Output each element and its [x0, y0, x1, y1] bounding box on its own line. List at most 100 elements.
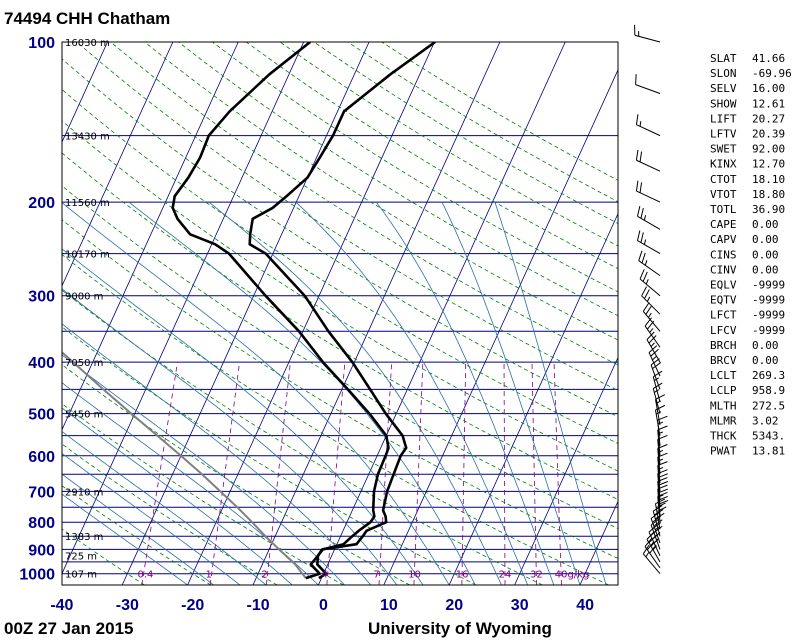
- mixing-ratio-label: 40g/kg: [555, 570, 590, 581]
- index-name: LFCT: [710, 309, 737, 322]
- wind-barb-flag: [655, 502, 666, 509]
- pressure-tick-label: 700: [28, 484, 55, 501]
- sounding-curves: [62, 42, 436, 580]
- moist-adiabat-line: [494, 201, 607, 585]
- index-name: THCK: [710, 430, 737, 443]
- index-value: 958.9: [752, 384, 785, 397]
- mixing-ratio-line: [553, 362, 562, 585]
- isotherm-line: [62, 42, 305, 575]
- wind-barb-flag: [648, 335, 657, 344]
- stability-indices: SLAT 41.66 SLON -69.96 SELV 16.00 SHOW 12.61 LIF…: [710, 52, 792, 458]
- height-label: 107 m: [65, 570, 97, 581]
- wind-barb-staff: [646, 539, 661, 563]
- wind-barb-staff: [644, 325, 661, 348]
- index-value: 41.66: [752, 52, 785, 65]
- wind-barb-flag: [642, 302, 650, 312]
- index-value: 36.90: [752, 203, 785, 216]
- index-name: MLTH: [710, 399, 737, 412]
- index-name: MLMR: [710, 414, 737, 427]
- wind-barb-staff: [644, 546, 661, 569]
- index-name: BRCV: [710, 354, 737, 367]
- moist-adiabat-line: [441, 201, 581, 585]
- index-value: 20.39: [752, 128, 785, 141]
- height-label: 7050 m: [65, 358, 103, 369]
- temperature-tick-label: 0: [319, 597, 328, 614]
- mixing-ratio-line: [265, 362, 291, 585]
- index-name: LCLP: [710, 384, 737, 397]
- wind-barb-staff: [638, 260, 661, 277]
- dry-adiabat-line: [62, 152, 618, 500]
- isotherm-line: [187, 42, 435, 585]
- mixing-ratio-label: 1: [205, 570, 211, 581]
- parcel-path-line: [62, 350, 307, 579]
- wind-barb-half-flag: [643, 215, 647, 221]
- mixing-ratio-line: [413, 362, 424, 585]
- temperature-tick-label: 40: [576, 597, 594, 614]
- wind-barb-flag: [652, 362, 662, 370]
- wind-barb-half-flag: [652, 355, 657, 361]
- dry-adiabat-line: [62, 253, 609, 585]
- wind-barb-half-flag: [648, 312, 652, 318]
- moist-adiabat-line: [62, 407, 293, 585]
- wind-barb-half-flag: [639, 121, 642, 127]
- mixing-ratio-label: 24: [499, 570, 512, 581]
- mixing-ratio-line: [461, 362, 467, 585]
- index-value: 13.81: [752, 445, 785, 458]
- wind-barb-staff: [654, 409, 661, 436]
- isotherm-line: [121, 42, 370, 585]
- index-name: SLAT: [710, 52, 737, 65]
- mixing-ratio-label: 32: [530, 570, 543, 581]
- wind-barb-staff: [657, 457, 661, 484]
- index-value: 269.3: [752, 369, 785, 382]
- index-value: -9999: [752, 294, 785, 307]
- dry-adiabat-line: [62, 120, 618, 472]
- height-label: 725 m: [65, 552, 97, 563]
- wind-barb-flag: [655, 394, 666, 400]
- wind-barb-staff: [657, 439, 661, 466]
- wind-barb-staff: [636, 190, 661, 203]
- wind-barb-flag: [635, 180, 639, 192]
- index-name: CINV: [710, 263, 737, 276]
- wind-barb-staff: [657, 448, 661, 475]
- index-name: EQTV: [710, 294, 737, 307]
- index-value: 0.00: [752, 233, 779, 246]
- wind-barb-staff: [642, 311, 661, 332]
- index-value: 0.00: [752, 218, 779, 231]
- wind-barb-half-flag: [654, 389, 660, 393]
- index-value: 0.00: [752, 263, 779, 276]
- wind-barb-half-flag: [650, 342, 655, 347]
- index-value: 0.00: [752, 248, 779, 261]
- isotherm-line: [0, 42, 42, 585]
- wind-barbs: [634, 24, 669, 575]
- index-name: PWAT: [710, 445, 737, 458]
- wind-barb-flag: [639, 269, 645, 280]
- mixing-ratio-line: [326, 362, 346, 585]
- isotherm-line: [514, 356, 618, 585]
- dry-adiabat-line: [245, 42, 618, 270]
- dry-adiabat-line: [62, 88, 618, 444]
- wind-barb-flag: [640, 232, 644, 243]
- moist-adiabat-line: [62, 248, 424, 585]
- pressure-tick-label: 100: [28, 35, 55, 52]
- wind-barb-staff: [657, 465, 661, 492]
- index-value: 16.00: [752, 82, 785, 95]
- wind-barb-half-flag: [657, 421, 664, 425]
- wind-barb-half-flag: [646, 296, 651, 302]
- wind-barb-flag: [653, 505, 663, 512]
- wind-barb-staff: [657, 473, 661, 500]
- pressure-tick-label: 900: [28, 542, 55, 559]
- moist-adiabat-line: [62, 354, 345, 585]
- index-name: EQLV: [710, 279, 737, 292]
- height-label: 9000 m: [65, 292, 103, 303]
- wind-barb-staff: [652, 510, 661, 537]
- height-label: 16030 m: [65, 38, 110, 49]
- wind-barb-half-flag: [645, 552, 650, 558]
- temperature-tick-label: -40: [50, 597, 73, 614]
- wind-barb-half-flag: [645, 279, 649, 285]
- wind-barb-flag: [644, 289, 650, 299]
- index-name: VTOT: [710, 188, 737, 201]
- wind-barb-half-flag: [643, 239, 647, 245]
- isotherm-line: [448, 212, 618, 585]
- axis-labels: 0.4 1 2 4 7 10 16 24 32 40g/kg1002003004005006007…: [19, 35, 594, 614]
